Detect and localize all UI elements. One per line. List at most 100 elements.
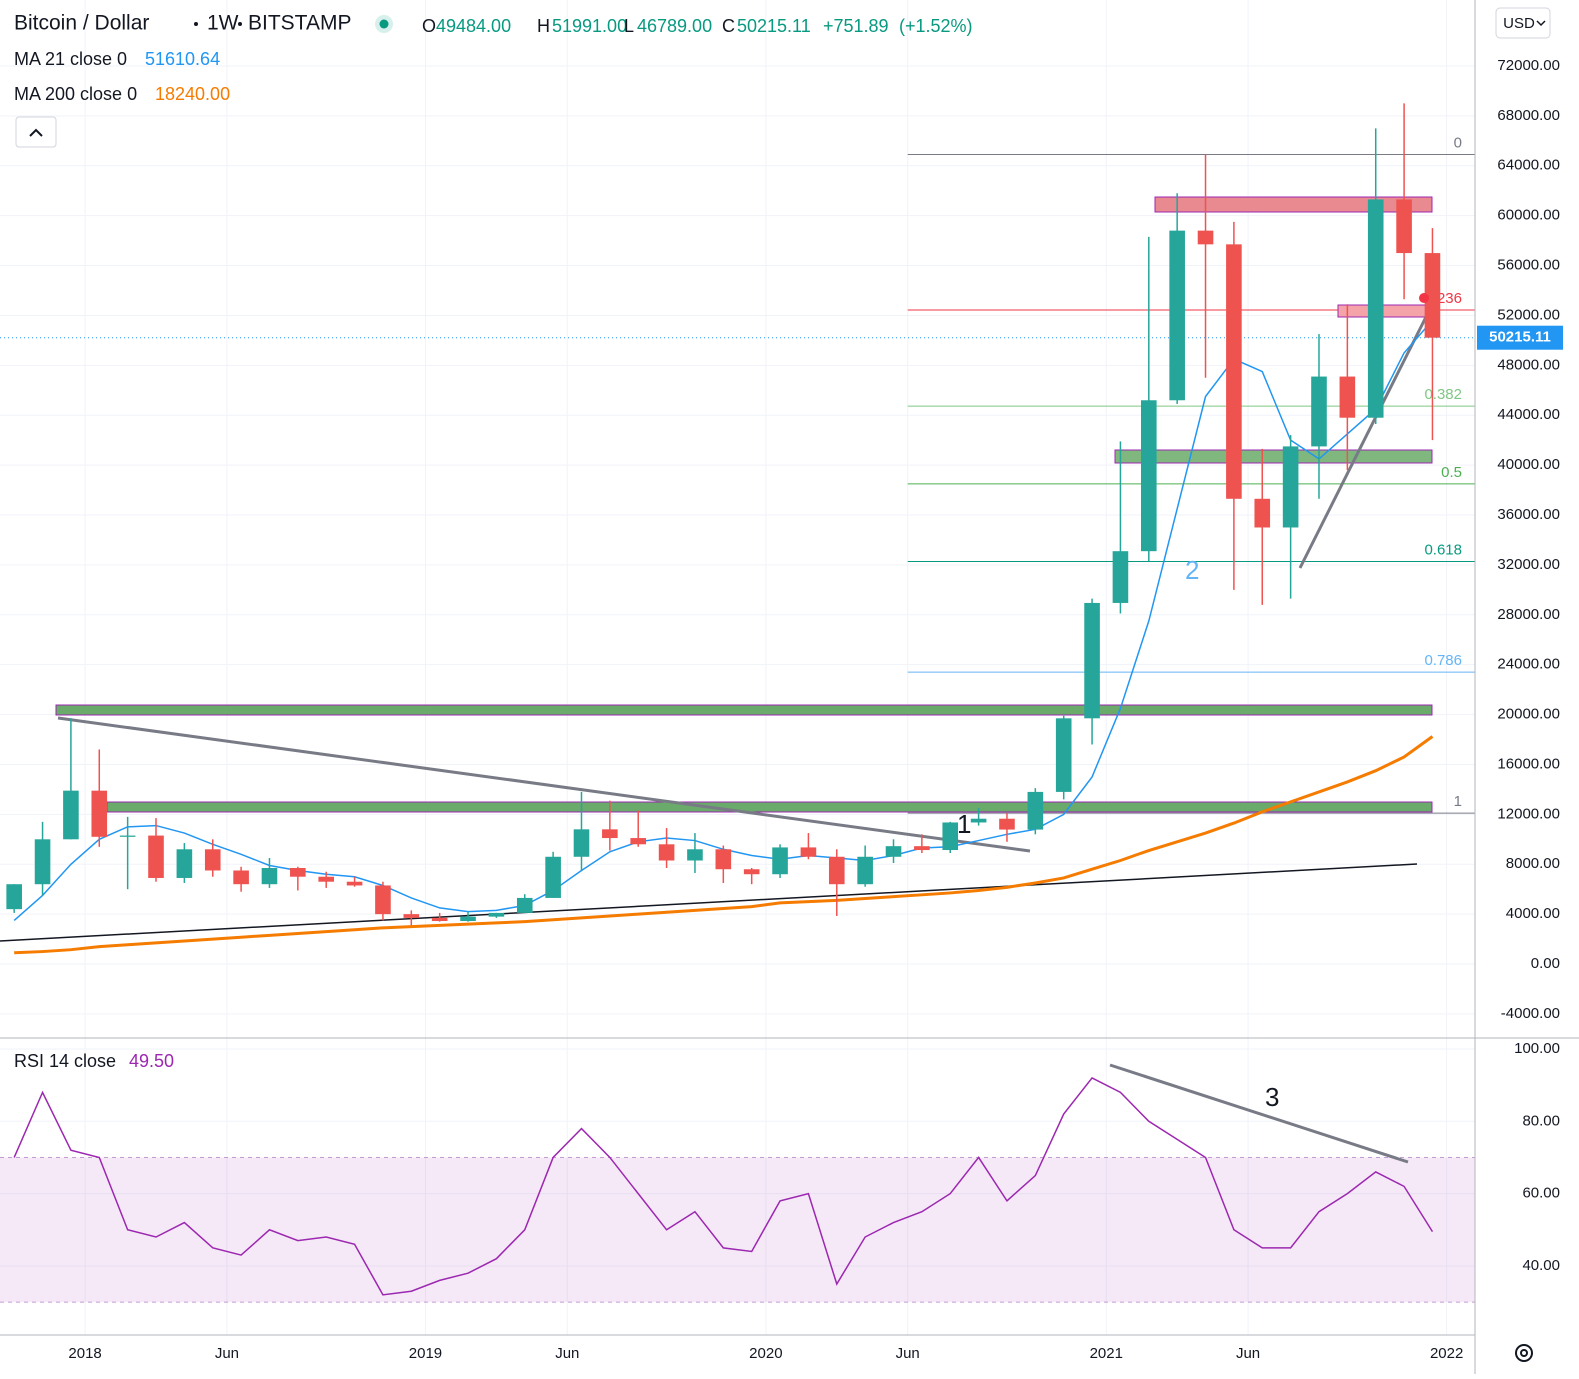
y-tick-label: 12000.00 xyxy=(1497,805,1560,822)
candle-body xyxy=(176,849,193,878)
ohlc-value: 50215.11 xyxy=(737,16,811,36)
annotation: 1 xyxy=(957,809,971,839)
support-zone xyxy=(55,704,1433,716)
candle-body xyxy=(857,856,873,885)
resistance-zone xyxy=(1154,196,1433,213)
y-tick-label: 56000.00 xyxy=(1497,257,1560,274)
ohlc-key: O xyxy=(422,16,436,36)
trend-line xyxy=(1298,292,1440,569)
y-tick-label: 60.00 xyxy=(1522,1185,1560,1202)
candle-body xyxy=(119,835,136,837)
candle-body xyxy=(630,838,647,845)
annotation: 2 xyxy=(1185,555,1199,585)
currency-button[interactable] xyxy=(1495,7,1551,39)
candle-body xyxy=(914,846,930,851)
fib-label: 1 xyxy=(1454,793,1462,810)
separator xyxy=(238,22,242,26)
rsi-band xyxy=(0,1157,1475,1303)
indicator-name: MA 21 close 0 xyxy=(14,49,127,69)
candle-body xyxy=(1367,199,1384,418)
y-tick-label: 60000.00 xyxy=(1497,207,1560,224)
separator xyxy=(194,22,198,26)
candle-body xyxy=(1140,400,1157,552)
trend-line xyxy=(57,716,1031,853)
drawings xyxy=(0,196,1440,942)
candle-body xyxy=(1254,498,1271,528)
change: +751.89 xyxy=(823,16,889,36)
candle-body xyxy=(1197,230,1214,245)
y-tick-label: 32000.00 xyxy=(1497,556,1560,573)
x-tick-label: 2019 xyxy=(409,1345,442,1362)
series xyxy=(0,103,1475,1296)
ohlc-value: 49484.00 xyxy=(436,16,511,36)
x-tick-label: 2020 xyxy=(749,1345,782,1362)
rsi-line xyxy=(13,1076,1434,1296)
y-tick-label: 28000.00 xyxy=(1497,606,1560,623)
collapse-button[interactable] xyxy=(15,116,57,148)
marker-dot xyxy=(1419,293,1429,303)
candle-body xyxy=(63,790,79,840)
ohlc-key: L xyxy=(624,16,634,36)
candle-body xyxy=(772,847,788,875)
ohlc-value: 51991.00 xyxy=(552,16,627,36)
candle-body xyxy=(91,790,108,837)
x-tick-label: Jun xyxy=(896,1345,920,1362)
candle-body xyxy=(233,870,249,885)
candle-body xyxy=(318,876,335,882)
candle-body xyxy=(261,867,278,885)
candle-body xyxy=(1396,199,1412,254)
status-icon xyxy=(379,19,389,29)
candle-body xyxy=(1226,244,1242,499)
candle-body xyxy=(1311,376,1327,447)
candle-body xyxy=(1055,718,1072,792)
candle-body xyxy=(687,849,703,861)
support-zone xyxy=(1114,449,1433,464)
candle-body xyxy=(885,846,902,857)
y-tick-label: 52000.00 xyxy=(1497,306,1560,323)
candle-body xyxy=(1339,376,1356,418)
ohlc-key: H xyxy=(537,16,550,36)
candle-body xyxy=(1282,446,1299,528)
settings-icon[interactable] xyxy=(1515,1344,1533,1362)
candle-body xyxy=(1169,230,1185,401)
candle-body xyxy=(743,869,760,875)
y-tick-label: -4000.00 xyxy=(1501,1005,1560,1022)
candle-body xyxy=(942,822,959,851)
candle-body xyxy=(516,897,533,913)
candle-body xyxy=(346,881,363,886)
resistance-zone xyxy=(1337,304,1433,318)
candle-body xyxy=(545,856,561,898)
candle-body xyxy=(148,835,164,878)
candle-body xyxy=(1112,551,1129,603)
fib-label: 0.618 xyxy=(1424,542,1462,559)
currency-label: USD xyxy=(1503,15,1535,32)
candle-body xyxy=(431,917,448,922)
y-tick-label: 4000.00 xyxy=(1506,905,1560,922)
candle-body xyxy=(1424,253,1441,338)
y-tick-label: 8000.00 xyxy=(1506,855,1560,872)
x-tick-label: 2018 xyxy=(68,1345,101,1362)
grid xyxy=(0,0,1475,1335)
y-tick-label: 0.00 xyxy=(1531,955,1560,972)
annotation: 3 xyxy=(1265,1082,1279,1112)
candle-body xyxy=(488,912,505,917)
y-tick-label: 40000.00 xyxy=(1497,456,1560,473)
collapse-icon xyxy=(29,128,43,137)
fib-label: 0.382 xyxy=(1424,386,1462,403)
candle-body xyxy=(375,885,391,915)
exchange: BITSTAMP xyxy=(248,12,351,35)
candle-body xyxy=(828,856,845,885)
y-tick-label: 48000.00 xyxy=(1497,356,1560,373)
y-tick-label: 24000.00 xyxy=(1497,656,1560,673)
fib-label: 0.786 xyxy=(1424,652,1462,669)
indicator-value: 51610.64 xyxy=(145,49,220,69)
symbol: Bitcoin / Dollar xyxy=(14,12,149,35)
y-tick-label: 20000.00 xyxy=(1497,706,1560,723)
candle-body xyxy=(573,829,590,857)
price-tag-label: 50215.11 xyxy=(1489,329,1551,346)
candle-body xyxy=(999,818,1015,830)
candle-body xyxy=(800,847,817,857)
support-zone xyxy=(106,801,1433,813)
